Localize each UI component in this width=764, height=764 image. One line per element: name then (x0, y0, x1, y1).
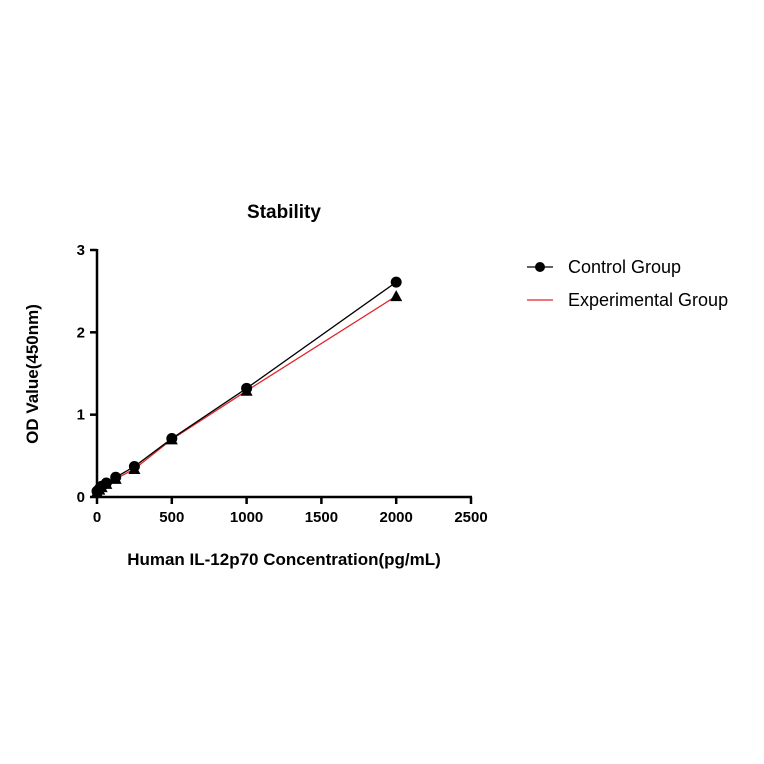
x-tick-label: 0 (93, 509, 101, 526)
y-axis-label: OD Value(450nm) (23, 304, 42, 444)
x-tick-label: 2500 (454, 509, 487, 526)
x-tick-label: 1000 (230, 509, 263, 526)
data-point-control-group (128, 461, 140, 473)
chart-title: Stability (247, 202, 321, 223)
y-tick-label: 0 (77, 489, 85, 506)
x-axis-label: Human IL-12p70 Concentration(pg/mL) (127, 550, 441, 569)
x-tick-label: 2000 (380, 509, 413, 526)
y-tick-label: 3 (77, 242, 85, 259)
legend-label: Experimental Group (568, 290, 728, 310)
y-tick-label: 2 (77, 324, 85, 341)
data-point-control-group (110, 471, 122, 483)
data-point-control-group (166, 433, 178, 445)
y-tick-label: 1 (77, 407, 85, 424)
legend-label: Control Group (568, 257, 681, 277)
data-point-experimental-group (390, 290, 403, 302)
x-tick-label: 1500 (305, 509, 338, 526)
data-point-control-group (241, 382, 253, 394)
x-tick-label: 500 (159, 509, 184, 526)
data-point-control-group (390, 276, 402, 288)
legend-marker (535, 262, 545, 272)
data-point-control-group (100, 477, 112, 489)
